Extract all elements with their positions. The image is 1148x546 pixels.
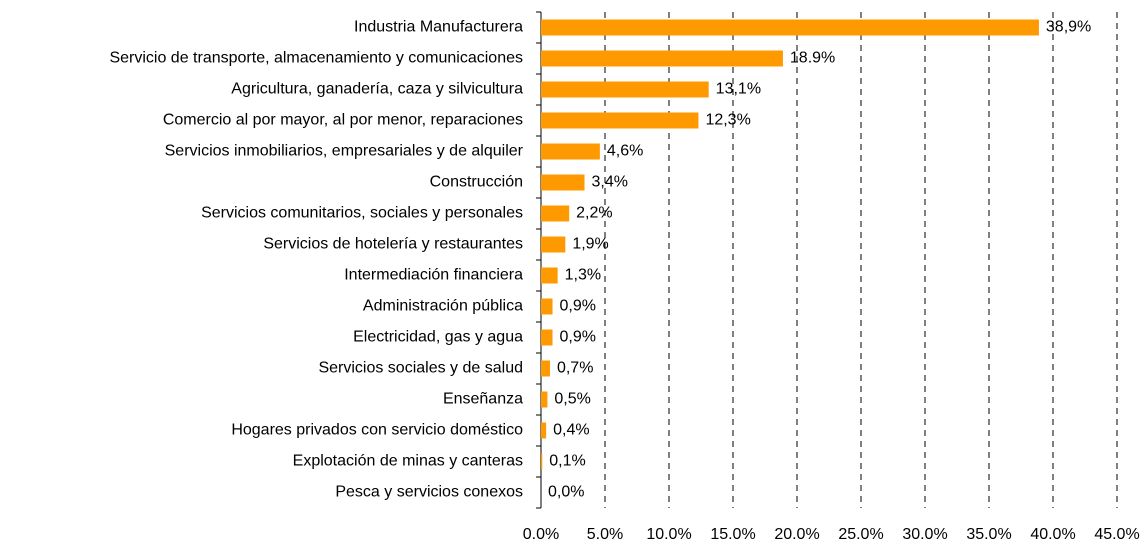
y-tick-label: Electricidad, gas y agua [353, 329, 523, 346]
value-label: 1,3% [565, 267, 601, 284]
x-tick-label: 25.0% [838, 526, 883, 543]
x-tick-label: 10.0% [646, 526, 691, 543]
value-label: 12,3% [705, 112, 750, 129]
x-tick-label: 45.0% [1094, 526, 1139, 543]
value-label: 1,9% [572, 236, 608, 253]
y-tick-label: Agricultura, ganadería, caza y silvicult… [231, 81, 523, 98]
y-tick-label: Industria Manufacturera [354, 19, 523, 36]
value-label: 0,5% [554, 391, 590, 408]
value-label: 2,2% [576, 205, 612, 222]
y-tick-label: Explotación de minas y canteras [293, 453, 523, 470]
x-tick-label: 5.0% [587, 526, 623, 543]
bar [541, 453, 543, 470]
value-label: 0,7% [557, 360, 593, 377]
y-tick-label: Enseñanza [443, 391, 523, 408]
y-tick-label: Servicios sociales y de salud [318, 360, 523, 377]
x-tick-label: 40.0% [1030, 526, 1075, 543]
bar [541, 267, 558, 284]
value-label: 3,4% [592, 174, 628, 191]
y-tick-label: Administración pública [363, 298, 523, 315]
y-tick-label: Intermediación financiera [344, 267, 523, 284]
y-tick-label: Servicios comunitarios, sociales y perso… [201, 205, 523, 222]
bar [541, 422, 547, 439]
y-tick-label: Servicios de hotelería y restaurantes [263, 236, 523, 253]
y-tick-label: Hogares privados con servicio doméstico [231, 422, 523, 439]
y-tick-label: Servicios inmobiliarios, empresariales y… [165, 143, 524, 160]
bar [541, 329, 553, 346]
value-label: 0,0% [548, 484, 584, 501]
bar [541, 112, 699, 129]
value-label: 0,9% [560, 329, 596, 346]
bar [541, 360, 550, 377]
y-tick-label: Pesca y servicios conexos [335, 484, 523, 501]
bar [541, 236, 566, 253]
bar [541, 205, 570, 222]
x-tick-label: 30.0% [902, 526, 947, 543]
value-label: 4,6% [607, 143, 643, 160]
value-label: 18.9% [790, 50, 835, 67]
bar [541, 143, 600, 160]
value-label: 0,9% [560, 298, 596, 315]
bar [541, 81, 709, 98]
y-tick-label: Construcción [430, 174, 523, 191]
bar [541, 298, 553, 315]
value-label: 0,1% [549, 453, 585, 470]
value-label: 13,1% [716, 81, 761, 98]
bar [541, 391, 548, 408]
x-tick-label: 0.0% [523, 526, 559, 543]
x-tick-label: 15.0% [710, 526, 755, 543]
y-tick-label: Servicio de transporte, almacenamiento y… [109, 50, 523, 67]
bar [541, 174, 585, 191]
bar [541, 19, 1039, 36]
value-label: 0,4% [553, 422, 589, 439]
y-tick-label: Comercio al por mayor, al por menor, rep… [163, 112, 523, 129]
x-tick-label: 35.0% [966, 526, 1011, 543]
value-label: 38,9% [1046, 19, 1091, 36]
bar [541, 50, 783, 67]
x-tick-label: 20.0% [774, 526, 819, 543]
